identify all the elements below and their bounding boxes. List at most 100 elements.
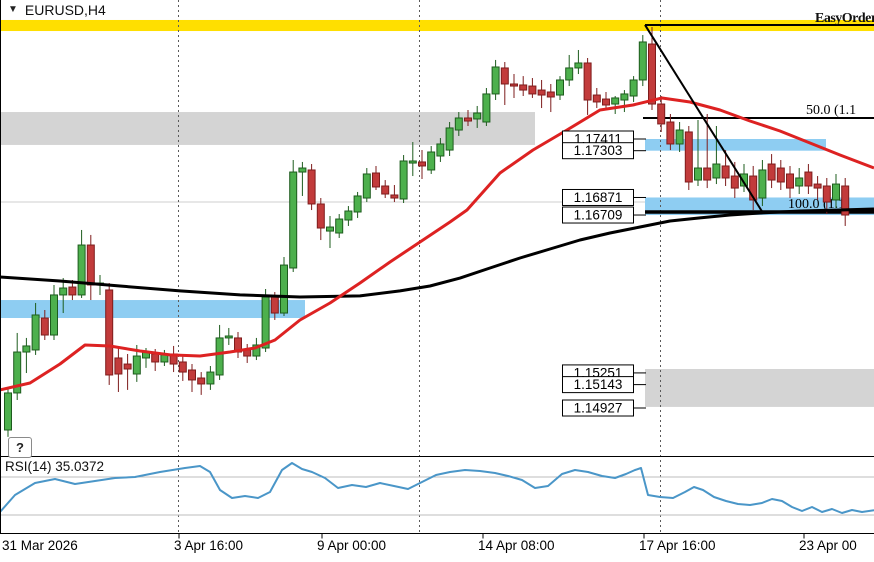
candle-body-down [721,165,730,179]
candle [684,126,693,191]
candle-body-down [602,98,610,106]
candle-body-down [583,62,592,101]
collapse-triangle-icon[interactable]: ▼ [8,4,18,15]
candle [638,35,647,87]
candle-body-down [197,377,206,385]
candle [657,96,666,132]
time-axis-label: 14 Apr 08:00 [478,538,555,553]
candle-body-up [362,173,371,199]
candle [841,177,850,226]
candle [4,387,12,437]
candle-body-down [270,296,279,314]
candle-body-up [77,244,86,296]
symbol-period-label: EURUSD,H4 [24,2,106,18]
candle-body-up [565,67,574,81]
trendline-layer[interactable] [644,24,764,214]
candle [804,164,813,195]
candle [316,198,325,241]
candle-body-up [344,210,353,221]
zone-gray-upper-left [0,112,535,145]
candle [40,309,49,340]
candle-body-up [13,351,22,394]
candle [77,229,86,298]
help-button[interactable]: ? [8,437,32,458]
candle-body-up [289,171,298,269]
candle-body-down [390,194,399,199]
candle-body-up [399,160,408,200]
candle-body-down [841,185,850,216]
candle-body-down [537,89,546,96]
candle-body-up [224,335,233,339]
candle-body-down [86,244,95,286]
candle-body-up [638,41,647,81]
candle [758,160,767,207]
candle [59,278,68,314]
candle-body-down [114,357,123,375]
fib-50-label[interactable]: 50.0 (1.1 [806,103,856,118]
candle-body-up [353,195,362,213]
price-flag: 1.16871 [562,188,646,206]
time-axis-label: 9 Apr 00:00 [317,538,387,553]
candle [583,57,592,115]
candle-body-up [59,287,68,296]
candle-body-up [795,177,804,187]
candle-body-up [454,117,463,131]
candle-body-up [712,163,721,179]
slow-ma-line [0,207,874,299]
price-flag: 1.17303 [562,142,646,160]
time-axis[interactable]: 31 Mar 2026 3 Apr 16:00 9 Apr 00:00 14 Apr … [0,538,874,562]
candle [749,165,758,211]
candle-body-up [758,169,767,199]
zone-blue-upper-right [645,139,826,151]
candle-body-down [592,94,601,103]
candle [537,79,546,109]
candle [224,327,233,345]
candle-body-up [445,127,454,151]
easy-order-label[interactable]: EasyOrder [815,11,874,26]
candle [565,54,574,87]
symbol-label-group: ▼ EURUSD,H4 [8,2,106,18]
candle [381,180,390,199]
candle-body-down [372,172,380,188]
candle-body-down [418,161,426,167]
descending-trendline[interactable] [644,24,764,214]
candle-body-up [629,79,638,97]
candle-body-up [436,143,445,157]
candle-body-up [675,129,684,145]
candle [482,87,491,127]
candle [408,142,417,177]
candle-body-up [556,79,564,96]
candle [280,257,288,316]
candle-body-down [730,175,739,189]
candle-body-down [657,103,666,125]
time-axis-label: 31 Mar 2026 [2,538,78,553]
candle [399,155,408,204]
candle [234,331,242,358]
fib-100-label[interactable]: 100.0 (1.1 [788,197,845,212]
time-axis-label: 3 Apr 16:00 [174,538,244,553]
vertical-grid-layer [178,0,661,533]
candle-body-up [326,226,334,232]
candle-body-down [776,167,785,183]
candle [178,356,187,381]
candle-body-up [50,294,58,336]
price-flag-box [562,188,634,206]
candle-body-up [473,112,482,120]
price-flag-box [562,206,634,224]
candle-body-down [307,169,316,205]
candle [703,113,712,189]
candle [427,146,436,174]
candle-body-down [822,185,831,203]
candle [786,165,794,199]
candle [491,59,500,101]
candle-body-down [813,183,822,189]
candle [436,138,445,162]
price-flag-text: 1.16871 [574,190,623,205]
rsi-panel-layer [0,462,874,516]
candle [362,168,371,203]
rsi-line [0,462,874,514]
candle-body-down [519,84,528,91]
candle [390,185,399,203]
candle [473,105,482,128]
